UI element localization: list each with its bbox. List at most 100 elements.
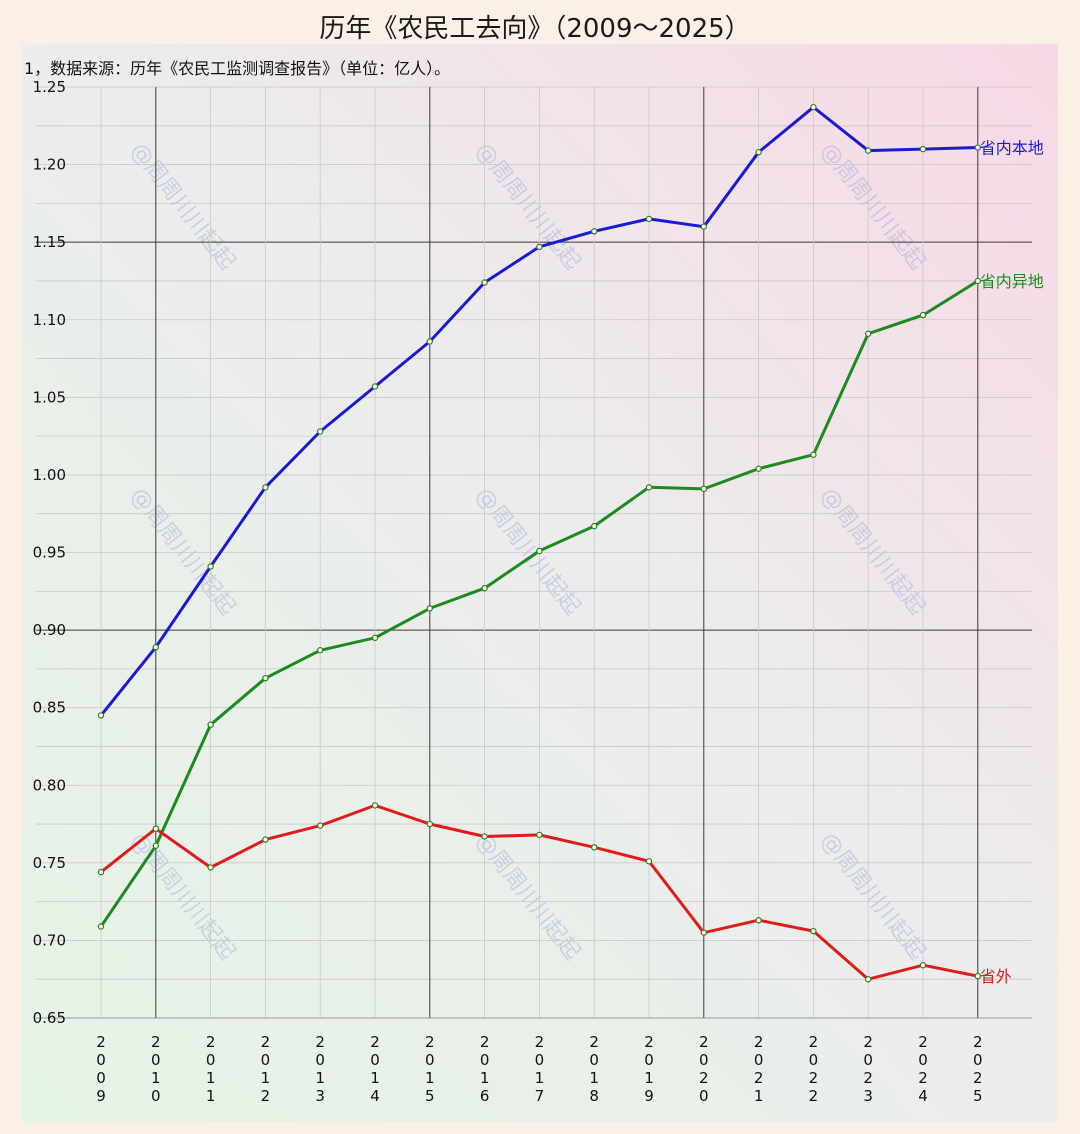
x-tick-label: 1 bbox=[535, 1069, 545, 1087]
x-tick-label: 2 bbox=[863, 1033, 873, 1051]
x-tick-label: 8 bbox=[589, 1087, 599, 1105]
x-tick-label: 0 bbox=[96, 1069, 106, 1087]
data-point bbox=[755, 148, 762, 156]
x-tick-label: 0 bbox=[370, 1051, 380, 1069]
data-point bbox=[152, 825, 159, 832]
data-point bbox=[97, 712, 105, 719]
data-point bbox=[97, 868, 105, 876]
data-point bbox=[426, 338, 433, 345]
series-label: 省内异地 bbox=[980, 272, 1044, 291]
data-point bbox=[262, 836, 269, 843]
data-point bbox=[700, 223, 708, 230]
y-tick-label: 1.20 bbox=[33, 156, 66, 174]
data-point bbox=[919, 145, 927, 153]
x-tick-label: 2 bbox=[754, 1069, 764, 1087]
chart-title: 历年《农民工去向》（2009～2025） bbox=[319, 14, 750, 44]
x-tick-label: 0 bbox=[206, 1051, 216, 1069]
series-label: 省内本地 bbox=[980, 139, 1044, 158]
x-tick-label: 2 bbox=[589, 1033, 599, 1051]
tick-labels: 0.65 0.70 0.75 0.80 0.85 0.90 0.95 1.00 1.05 1.10… bbox=[33, 78, 983, 1105]
data-point bbox=[371, 802, 379, 809]
y-tick-label: 0.80 bbox=[33, 776, 66, 794]
x-tick-label: 0 bbox=[644, 1051, 654, 1069]
x-tick-label: 6 bbox=[480, 1087, 490, 1105]
data-point bbox=[371, 383, 379, 390]
data-point bbox=[481, 584, 488, 592]
y-tick-label: 0.65 bbox=[33, 1009, 66, 1027]
x-tick-label: 1 bbox=[480, 1069, 490, 1087]
data-point bbox=[536, 547, 543, 555]
y-tick-label: 1.25 bbox=[33, 78, 66, 96]
x-tick-label: 2 bbox=[480, 1033, 490, 1051]
x-tick-label: 1 bbox=[206, 1069, 216, 1087]
y-tick-label: 0.75 bbox=[33, 854, 66, 872]
data-point bbox=[536, 243, 543, 251]
data-point bbox=[426, 820, 433, 828]
x-tick-label: 0 bbox=[809, 1051, 819, 1069]
data-point bbox=[865, 330, 872, 337]
x-tick-label: 0 bbox=[535, 1051, 545, 1069]
x-tick-label: 3 bbox=[315, 1087, 325, 1105]
x-tick-label: 1 bbox=[589, 1069, 599, 1087]
x-tick-label: 0 bbox=[425, 1051, 435, 1069]
x-tick-label: 0 bbox=[863, 1051, 873, 1069]
x-tick-label: 2 bbox=[973, 1069, 983, 1087]
data-point bbox=[755, 465, 762, 472]
x-tick-label: 2 bbox=[918, 1069, 928, 1087]
data-point bbox=[317, 822, 324, 829]
data-point bbox=[262, 484, 269, 491]
data-point bbox=[919, 962, 927, 969]
x-tick-label: 2 bbox=[863, 1069, 873, 1087]
x-tick-label: 1 bbox=[644, 1069, 654, 1087]
y-tick-label: 1.15 bbox=[33, 233, 66, 251]
x-tick-label: 0 bbox=[754, 1051, 764, 1069]
data-point bbox=[755, 917, 762, 924]
data-point bbox=[974, 144, 982, 151]
data-point bbox=[481, 279, 488, 286]
x-tick-label: 2 bbox=[151, 1033, 161, 1051]
x-tick-label: 2 bbox=[918, 1033, 928, 1051]
x-tick-label: 2 bbox=[261, 1087, 271, 1105]
data-point bbox=[810, 103, 817, 111]
chart-subtitle: 1，数据来源：历年《农民工监测调查报告》（单位：亿人）。 bbox=[24, 59, 450, 78]
series-label: 省外 bbox=[980, 967, 1012, 986]
data-point bbox=[207, 864, 214, 871]
x-tick-label: 2 bbox=[644, 1033, 654, 1051]
x-tick-label: 7 bbox=[535, 1087, 545, 1105]
x-tick-label: 1 bbox=[425, 1069, 435, 1087]
data-point bbox=[207, 721, 214, 728]
x-tick-label: 2 bbox=[261, 1033, 271, 1051]
x-tick-label: 1 bbox=[370, 1069, 380, 1087]
x-tick-label: 0 bbox=[315, 1051, 325, 1069]
data-point bbox=[262, 674, 269, 682]
data-point bbox=[207, 563, 214, 570]
data-point bbox=[97, 923, 105, 930]
x-tick-label: 2 bbox=[96, 1033, 106, 1051]
x-tick-label: 0 bbox=[973, 1051, 983, 1069]
x-tick-label: 2 bbox=[425, 1033, 435, 1051]
y-tick-label: 0.90 bbox=[33, 621, 66, 639]
x-tick-label: 4 bbox=[918, 1087, 928, 1105]
x-tick-label: 2 bbox=[973, 1033, 983, 1051]
data-point bbox=[371, 634, 379, 642]
data-point bbox=[591, 844, 598, 851]
x-tick-label: 9 bbox=[644, 1087, 654, 1105]
x-tick-label: 0 bbox=[918, 1051, 928, 1069]
data-point bbox=[317, 647, 324, 654]
data-point bbox=[591, 522, 598, 530]
x-tick-label: 4 bbox=[370, 1087, 380, 1105]
data-point bbox=[974, 277, 982, 285]
x-tick-label: 5 bbox=[973, 1087, 983, 1105]
data-point bbox=[645, 858, 653, 865]
x-tick-label: 2 bbox=[206, 1033, 216, 1051]
x-tick-label: 1 bbox=[206, 1087, 216, 1105]
y-tick-label: 0.85 bbox=[33, 699, 66, 717]
x-tick-label: 2 bbox=[315, 1033, 325, 1051]
y-tick-label: 1.10 bbox=[33, 311, 66, 329]
x-tick-label: 1 bbox=[754, 1087, 764, 1105]
x-tick-label: 2 bbox=[754, 1033, 764, 1051]
x-tick-label: 2 bbox=[370, 1033, 380, 1051]
data-point bbox=[645, 215, 653, 223]
x-tick-label: 1 bbox=[315, 1069, 325, 1087]
